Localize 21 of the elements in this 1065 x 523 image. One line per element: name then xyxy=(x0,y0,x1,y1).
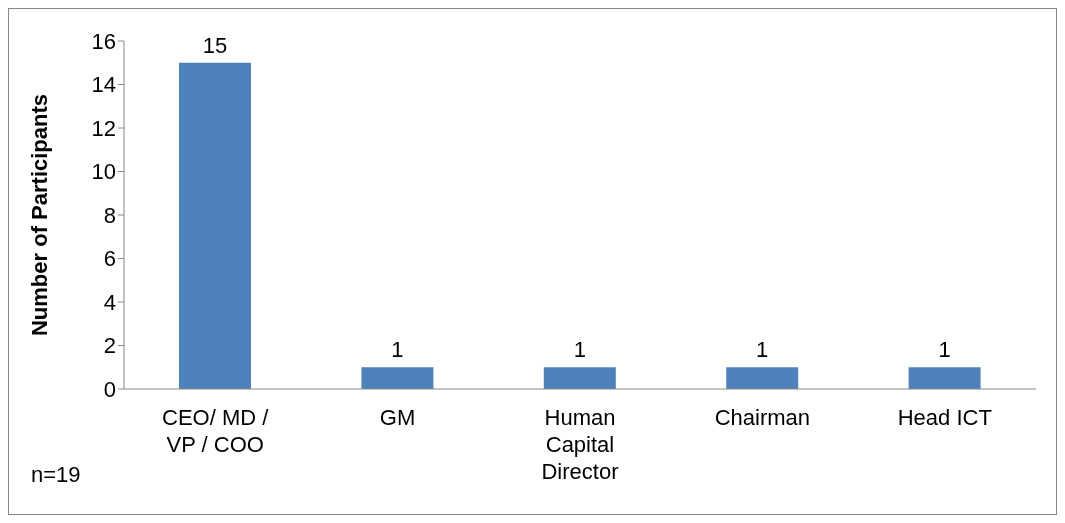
y-tick-label: 8 xyxy=(103,202,116,228)
data-label: 1 xyxy=(573,337,586,363)
y-tick-label: 12 xyxy=(91,115,116,141)
x-tick-label: Chairman xyxy=(714,405,811,430)
y-tick-label: 6 xyxy=(103,246,116,272)
x-tick-label: Human Capital Director xyxy=(541,405,619,484)
y-tick-label: 14 xyxy=(91,72,116,98)
y-tick-label: 16 xyxy=(91,28,116,54)
x-tick-label: GM xyxy=(379,405,416,430)
y-axis-title: Number of Participants xyxy=(26,93,52,337)
y-tick-label: 0 xyxy=(103,376,116,402)
x-tick-label: CEO/ MD / VP / COO xyxy=(162,405,270,457)
y-tick-label: 10 xyxy=(91,159,116,185)
data-label: 1 xyxy=(391,337,404,363)
y-tick-label: 4 xyxy=(103,289,116,315)
data-label: 1 xyxy=(756,337,769,363)
y-tick-label: 2 xyxy=(103,333,116,359)
text: n=19 xyxy=(31,462,81,488)
x-tick-label: Head ICT xyxy=(897,405,992,430)
data-label: 15 xyxy=(202,32,228,58)
data-label: 1 xyxy=(938,337,951,363)
